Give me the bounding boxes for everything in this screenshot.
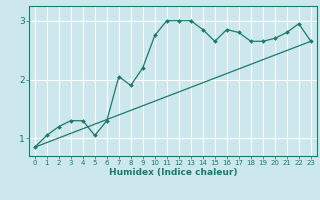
X-axis label: Humidex (Indice chaleur): Humidex (Indice chaleur)	[108, 168, 237, 177]
